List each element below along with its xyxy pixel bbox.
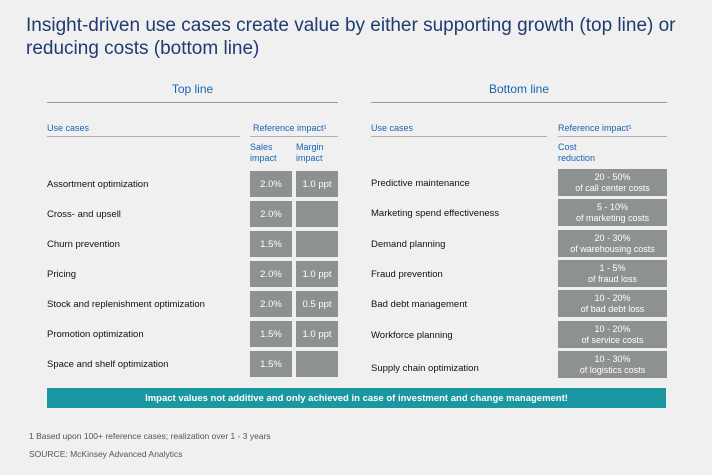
cost-reduction-detail: of logistics costs	[579, 364, 646, 375]
top-use-case-label: Pricing	[47, 269, 77, 280]
cost-reduction-cell: 10 - 20% of service costs	[558, 321, 667, 348]
bottom-use-case-label: Fraud prevention	[371, 269, 443, 280]
sales-impact-cell: 2.0%	[250, 261, 292, 287]
top-use-case-label: Churn prevention	[47, 239, 120, 250]
top-sub-sales-line2: impact	[250, 153, 277, 163]
margin-impact-cell	[296, 201, 338, 227]
top-use-case-label: Promotion optimization	[47, 329, 144, 340]
cost-reduction-cell: 1 - 5% of fraud loss	[558, 260, 667, 287]
cost-reduction-cell: 10 - 20% of bad debt loss	[558, 290, 667, 317]
sales-impact-cell: 2.0%	[250, 201, 292, 227]
bottom-header-underline	[371, 136, 547, 137]
cost-reduction-value: 20 - 50%	[594, 171, 631, 182]
margin-impact-cell: 1.0 ppt	[296, 171, 338, 197]
sales-impact-cell: 2.0%	[250, 171, 292, 197]
top-use-case-label: Space and shelf optimization	[47, 359, 169, 370]
cost-reduction-cell: 20 - 30% of warehousing costs	[558, 230, 667, 257]
bottom-header-impact: Reference impact¹	[558, 123, 632, 133]
bottom-line-rule	[371, 102, 667, 103]
cost-reduction-value: 10 - 30%	[594, 353, 631, 364]
top-sub-sales: Sales impact	[250, 142, 277, 164]
top-line-title: Top line	[171, 82, 214, 96]
cost-reduction-detail: of bad debt loss	[580, 303, 645, 314]
bottom-use-case-label: Supply chain optimization	[371, 363, 479, 374]
bottom-line-title: Bottom line	[488, 82, 550, 96]
cost-reduction-value: 10 - 20%	[594, 292, 631, 303]
cost-reduction-detail: of marketing costs	[575, 212, 650, 223]
bottom-sub-cost-line2: reduction	[558, 153, 596, 163]
page-title: Insight-driven use cases create value by…	[26, 15, 676, 59]
sales-impact-cell: 2.0%	[250, 291, 292, 317]
sales-impact-cell: 1.5%	[250, 231, 292, 257]
margin-impact-cell	[296, 231, 338, 257]
bottom-sub-cost-line1: Cost	[558, 142, 577, 152]
sales-impact-cell: 1.5%	[250, 321, 292, 347]
top-use-case-label: Stock and replenishment optimization	[47, 299, 205, 310]
cost-reduction-value: 5 - 10%	[596, 201, 629, 212]
bottom-use-case-label: Predictive maintenance	[371, 178, 470, 189]
bottom-impact-underline	[558, 136, 667, 137]
cost-reduction-cell: 20 - 50% of call center costs	[558, 169, 667, 196]
cost-reduction-detail: of call center costs	[575, 182, 650, 193]
bottom-use-case-label: Bad debt management	[371, 299, 468, 310]
bottom-header-use-cases: Use cases	[371, 123, 414, 133]
margin-impact-cell: 0.5 ppt	[296, 291, 338, 317]
top-impact-underline	[250, 136, 338, 137]
top-sub-margin: Margin impact	[296, 142, 324, 164]
cost-reduction-detail: of warehousing costs	[570, 243, 655, 254]
margin-impact-cell: 1.0 ppt	[296, 261, 338, 287]
margin-impact-cell: 1.0 ppt	[296, 321, 338, 347]
top-header-use-cases: Use cases	[47, 123, 90, 133]
bottom-sub-cost: Cost reduction	[558, 142, 595, 164]
cost-reduction-value: 1 - 5%	[599, 262, 626, 273]
top-header-underline	[47, 136, 240, 137]
top-use-case-label: Cross- and upsell	[47, 209, 121, 220]
cost-reduction-cell: 5 - 10% of marketing costs	[558, 199, 667, 226]
cost-reduction-value: 10 - 20%	[594, 323, 631, 334]
impact-banner: Impact values not additive and only achi…	[47, 388, 666, 408]
sales-impact-cell: 1.5%	[250, 351, 292, 377]
cost-reduction-value: 20 - 30%	[594, 232, 631, 243]
bottom-use-case-label: Marketing spend effectiveness	[371, 208, 500, 219]
source-note: SOURCE: McKinsey Advanced Analytics	[29, 449, 183, 459]
cost-reduction-detail: of fraud loss	[587, 273, 638, 284]
bottom-use-case-label: Demand planning	[371, 239, 446, 250]
cost-reduction-cell: 10 - 30% of logistics costs	[558, 351, 667, 378]
cost-reduction-detail: of service costs	[581, 334, 644, 345]
top-use-case-label: Assortment optimization	[47, 179, 149, 190]
top-sub-sales-line1: Sales	[250, 142, 273, 152]
top-sub-margin-line2: impact	[296, 153, 323, 163]
footnote: 1 Based upon 100+ reference cases; reali…	[29, 431, 271, 441]
top-line-rule	[47, 102, 338, 103]
bottom-use-case-label: Workforce planning	[371, 330, 453, 341]
top-header-impact: Reference impact¹	[253, 123, 327, 133]
margin-impact-cell	[296, 351, 338, 377]
top-sub-margin-line1: Margin	[296, 142, 324, 152]
